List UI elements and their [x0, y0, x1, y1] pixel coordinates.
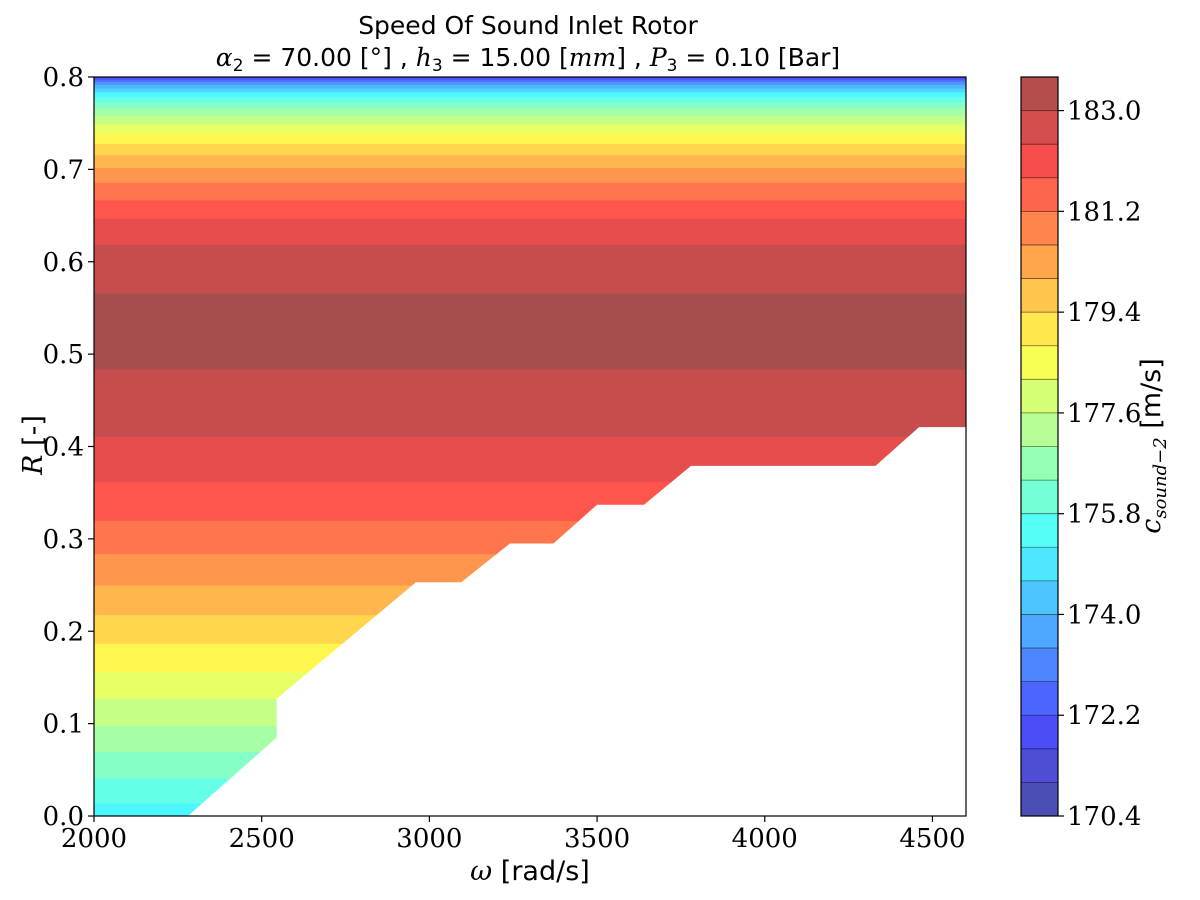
colorbar-segment-10 — [1021, 446, 1058, 481]
contour-band-16 — [94, 218, 966, 245]
contour-band-28 — [94, 91, 966, 97]
colorbar-segment-9 — [1021, 480, 1058, 515]
contour-band-33 — [94, 77, 966, 81]
colorbar-segment-1 — [1021, 748, 1058, 783]
colorbar-segment-12 — [1021, 379, 1058, 414]
colorbar-segment-17 — [1021, 211, 1058, 246]
x-tick-label-3: 3500 — [564, 824, 630, 854]
colorbar-tick-label-1: 172.2 — [1067, 701, 1141, 731]
contour-band-32 — [94, 79, 966, 83]
plot-area — [93, 76, 967, 817]
x-tick-label-1: 2500 — [229, 824, 295, 854]
colorbar-segment-13 — [1021, 345, 1058, 380]
contour-band-15 — [94, 244, 966, 294]
contour-band-31 — [94, 81, 966, 85]
y-tick-label-7: 0.7 — [43, 155, 84, 185]
colorbar-tick-label-5: 179.4 — [1067, 298, 1141, 328]
chart-subtitle: α2 = 70.00 [°] , h3 = 15.00 [mm] , P3 = … — [216, 43, 840, 76]
contour-band-24 — [94, 115, 966, 125]
colorbar-tick-label-3: 175.8 — [1067, 500, 1141, 530]
colorbar-segment-14 — [1021, 312, 1058, 347]
x-tick-label-0: 2000 — [61, 824, 127, 854]
colorbar-segment-4 — [1021, 648, 1058, 683]
contour-band-25 — [94, 108, 966, 117]
contour-band-19 — [94, 167, 966, 183]
contour-band-23 — [94, 124, 966, 134]
colorbar-segment-7 — [1021, 547, 1058, 582]
colorbar-tick-label-6: 181.2 — [1067, 197, 1141, 227]
invalid-region — [187, 427, 966, 816]
contour-band-20 — [94, 154, 966, 169]
colorbar: 170.4 172.2 174.0 175.8 177.6 179.4 181.2 183.0 — [1020, 76, 1141, 832]
colorbar-segment-8 — [1021, 513, 1058, 548]
contour-band-13 — [94, 368, 966, 437]
colorbar-tick-label-4: 177.6 — [1067, 399, 1141, 429]
colorbar-segment-20 — [1021, 110, 1058, 145]
contour-band-30 — [94, 84, 966, 89]
colorbar-tick-label-7: 183.0 — [1067, 97, 1141, 127]
contour-band-27 — [94, 96, 966, 103]
colorbar-segment-5 — [1021, 614, 1058, 649]
colorbar-segment-6 — [1021, 580, 1058, 615]
y-tick-label-0: 0.0 — [43, 802, 84, 832]
y-axis: 0.0 0.1 0.2 0.3 0.4 0.5 0.6 0.7 0.8 — [43, 63, 94, 832]
colorbar-segment-16 — [1021, 244, 1058, 280]
x-axis-label: ω [rad/s] — [470, 856, 590, 887]
y-tick-label-6: 0.6 — [43, 248, 84, 278]
contour-band-26 — [94, 101, 966, 109]
colorbar-segment-3 — [1021, 681, 1058, 716]
colorbar-tick-label-0: 170.4 — [1067, 802, 1141, 832]
y-tick-label-1: 0.1 — [43, 710, 84, 740]
colorbar-frame — [1020, 76, 1059, 817]
colorbar-segment-21 — [1021, 77, 1058, 112]
contour-band-21 — [94, 143, 966, 156]
y-tick-label-2: 0.2 — [43, 617, 84, 647]
colorbar-tick-label-2: 174.0 — [1067, 600, 1141, 630]
contour-band-18 — [94, 182, 966, 201]
contour-band-34 — [94, 77, 966, 79]
y-tick-label-3: 0.3 — [43, 525, 84, 555]
colorbar-segment-0 — [1021, 782, 1058, 817]
y-tick-label-5: 0.5 — [43, 340, 84, 370]
colorbar-segment-11 — [1021, 412, 1058, 447]
y-tick-label-8: 0.8 — [43, 63, 84, 93]
x-tick-label-4: 4000 — [732, 824, 798, 854]
chart-title: Speed Of Sound Inlet Rotor — [358, 11, 698, 40]
colorbar-segment-2 — [1021, 715, 1058, 750]
colorbar-segment-15 — [1021, 278, 1058, 313]
colorbar-segment-19 — [1021, 144, 1058, 179]
x-axis: 2000 2500 3000 3500 4000 4500 — [61, 816, 966, 854]
contour-band-14 — [94, 293, 966, 370]
contour-band-22 — [94, 133, 966, 145]
x-tick-label-5: 4500 — [899, 824, 965, 854]
y-axis-label: R [-] — [18, 415, 49, 476]
y-tick-label-4: 0.4 — [43, 433, 84, 463]
x-tick-label-2: 3000 — [396, 824, 462, 854]
colorbar-segment-18 — [1021, 177, 1058, 212]
contour-band-29 — [94, 88, 966, 93]
colorbar-label: csound−2 [m/s] — [1136, 358, 1171, 534]
contour-band-17 — [94, 199, 966, 219]
